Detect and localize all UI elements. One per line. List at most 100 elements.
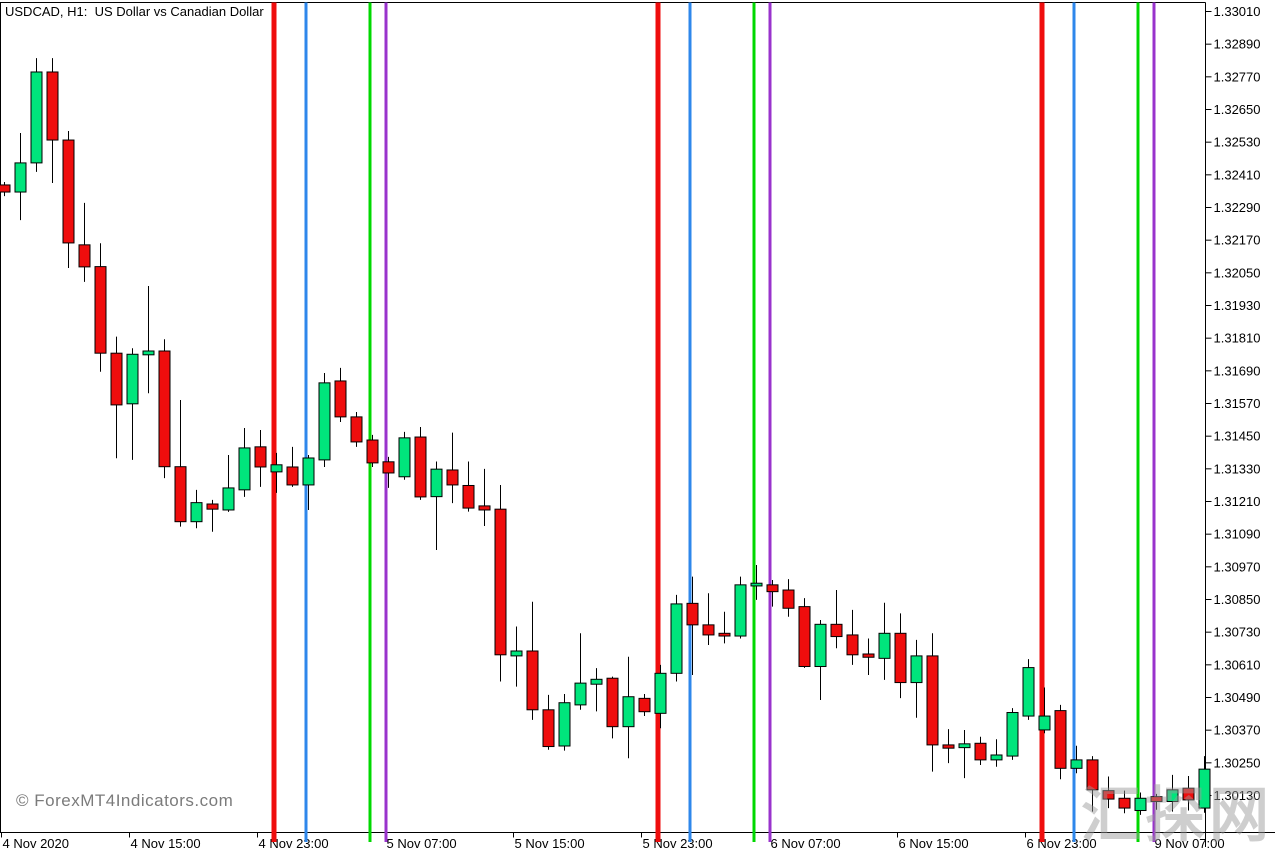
forexmt4indicators-watermark: © ForexMT4Indicators.com (16, 791, 234, 810)
candle-body-bull (878, 632, 891, 659)
candle[interactable] (126, 348, 139, 460)
candle[interactable] (14, 132, 27, 221)
price-tick-label: 1.32890 (1214, 37, 1261, 52)
candle[interactable] (590, 668, 603, 712)
candle[interactable] (1006, 708, 1019, 760)
candle-body-bear (638, 697, 651, 713)
candle-body-bear (606, 677, 619, 728)
candle-body-bear (78, 244, 91, 268)
price-tick-label: 1.30610 (1214, 657, 1261, 672)
candle[interactable] (830, 590, 843, 649)
candle[interactable] (318, 373, 331, 467)
candle[interactable] (414, 426, 427, 500)
candle[interactable] (574, 633, 587, 710)
candle[interactable] (478, 468, 491, 527)
candle[interactable] (686, 576, 699, 675)
candle[interactable] (350, 411, 363, 447)
price-tick-label: 1.30250 (1214, 755, 1261, 770)
candle-body-bear (1150, 796, 1163, 803)
candle[interactable] (1198, 756, 1211, 813)
candle[interactable] (846, 609, 859, 665)
price-axis[interactable]: 1.33010 1.32890 1.32770 1.32650 1.32530 1.324… (1205, 4, 1261, 803)
candle[interactable] (542, 694, 555, 750)
candle[interactable] (206, 499, 219, 532)
candle[interactable] (222, 454, 235, 512)
candle[interactable] (462, 461, 475, 512)
candle[interactable] (782, 579, 795, 617)
candle-body-bull (654, 672, 667, 714)
price-tick-label: 1.31450 (1214, 429, 1261, 444)
candle[interactable] (894, 613, 907, 699)
candle[interactable] (382, 456, 395, 488)
candle[interactable] (430, 461, 443, 550)
candle[interactable] (638, 694, 651, 717)
candle[interactable] (926, 633, 939, 772)
candle[interactable] (1166, 774, 1179, 812)
candle-body-bull (1166, 789, 1179, 803)
candle[interactable] (238, 428, 251, 497)
price-tick-label: 1.33010 (1214, 4, 1261, 19)
price-tick-label: 1.31090 (1214, 527, 1261, 542)
candle-body-bear (766, 584, 779, 593)
time-tick-label: 6 Nov 15:00 (899, 836, 969, 851)
candle[interactable] (158, 339, 171, 479)
candle[interactable] (1086, 756, 1099, 812)
candle[interactable] (398, 431, 411, 480)
candle[interactable] (990, 739, 1003, 767)
candle[interactable] (334, 367, 347, 423)
candle[interactable] (62, 131, 75, 268)
candle[interactable] (862, 638, 875, 675)
candle[interactable] (366, 434, 379, 467)
candle[interactable] (718, 611, 731, 644)
candle[interactable] (510, 626, 523, 687)
candle[interactable] (526, 601, 539, 720)
candle[interactable] (750, 564, 763, 600)
candle-body-bear (942, 744, 955, 749)
candle[interactable] (734, 576, 747, 639)
candle[interactable] (1054, 704, 1067, 780)
candle[interactable] (446, 432, 459, 504)
candle[interactable] (494, 484, 507, 682)
price-tick-label: 1.32530 (1214, 135, 1261, 150)
candle[interactable] (94, 243, 107, 372)
candle[interactable] (302, 454, 315, 510)
candle[interactable] (1022, 659, 1035, 720)
candle[interactable] (254, 429, 267, 487)
candle[interactable] (78, 202, 91, 282)
candle[interactable] (1134, 792, 1147, 815)
candle[interactable] (558, 694, 571, 751)
candle[interactable] (766, 579, 779, 607)
candle[interactable] (606, 676, 619, 739)
candle[interactable] (654, 664, 667, 729)
candle[interactable] (270, 452, 283, 493)
price-tick-label: 1.32170 (1214, 233, 1261, 248)
candle[interactable] (1118, 790, 1131, 814)
candle[interactable] (1150, 793, 1163, 810)
candle[interactable] (1038, 687, 1051, 734)
candle[interactable] (942, 729, 955, 764)
candle[interactable] (46, 58, 59, 184)
candle[interactable] (190, 489, 203, 529)
candle[interactable] (702, 593, 715, 646)
candle[interactable] (798, 598, 811, 668)
candle[interactable] (30, 58, 43, 172)
candle[interactable] (286, 446, 299, 487)
candle[interactable] (1070, 745, 1083, 774)
candle[interactable] (878, 602, 891, 680)
candle[interactable] (622, 656, 635, 759)
candle[interactable] (974, 736, 987, 766)
candle[interactable] (174, 400, 187, 527)
candle[interactable] (1102, 776, 1115, 809)
candle[interactable] (958, 729, 971, 779)
candle[interactable] (910, 639, 923, 718)
chinese-watermark: 汇探网 (1081, 781, 1273, 851)
candle-body-bull (990, 754, 1003, 761)
candle[interactable] (670, 594, 683, 682)
candle[interactable] (814, 619, 827, 700)
candle[interactable] (110, 336, 123, 459)
candle-body-bull (30, 71, 43, 164)
candle[interactable] (142, 285, 155, 394)
candle[interactable] (0, 181, 11, 197)
candle[interactable] (1182, 775, 1195, 811)
